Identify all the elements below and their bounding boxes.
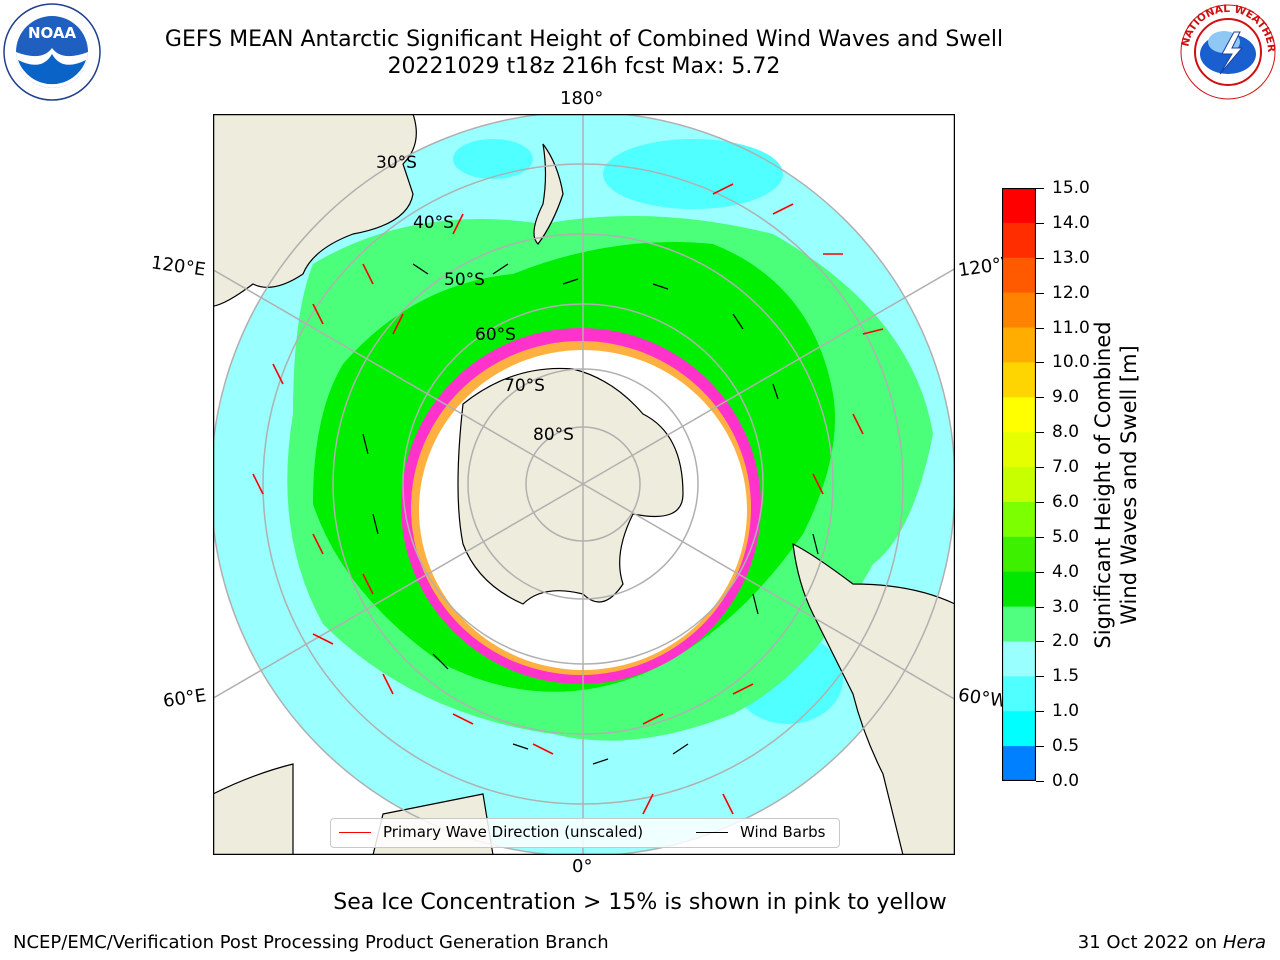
lon-label-180: 180° [560,88,604,109]
colorbar-cell [1002,571,1036,608]
colorbar-tick-label: 8.0 [1052,422,1080,443]
colorbar-label-line2: Wind Waves and Swell [m] [1117,345,1141,625]
lat-label-30s: 30°S [376,153,417,173]
colorbar-tick-mark [1036,222,1044,224]
colorbar-tick-mark [1036,676,1044,678]
colorbar-tick-mark [1036,571,1044,573]
colorbar-cell [1002,222,1036,259]
colorbar-cell [1002,397,1036,433]
colorbar-tick-mark [1036,711,1044,713]
colorbar-cell [1002,432,1036,468]
colorbar-tick-label: 0.0 [1052,771,1080,791]
map-border [213,114,955,855]
colorbar-cell [1002,676,1036,712]
nws-logo: NATIONAL WEATHER SERVICE [1176,2,1277,100]
colorbar-cell [1002,501,1036,538]
colorbar-cell [1002,467,1036,503]
colorbar-tick-mark [1036,362,1044,364]
colorbar-cell [1002,746,1036,781]
lon-label-120e: 120°E [149,252,207,281]
colorbar-tick-label: 6.0 [1052,491,1080,512]
colorbar-tick-label: 1.0 [1052,701,1080,722]
colorbar-label-line1: Significant Height of Combined [1091,321,1115,649]
antarctic-map [213,114,955,855]
footer-machine: Hera [1222,932,1266,953]
lon-label-0: 0° [572,856,593,877]
colorbar-tick-mark [1036,641,1044,643]
colorbar-tick-label: 11.0 [1052,317,1090,338]
legend-wave-label: Primary Wave Direction (unscaled) [383,823,644,841]
colorbar-tick-mark [1036,432,1044,434]
colorbar-cell [1002,257,1036,294]
colorbar-cell [1002,606,1036,642]
colorbar-tick-mark [1036,467,1044,469]
colorbar-tick-label: 4.0 [1052,561,1080,582]
colorbar-tick-mark [1036,781,1044,782]
footer-date-text: 31 Oct 2022 on [1077,932,1223,953]
colorbar-tick-mark [1036,397,1044,399]
wave-direction-arrows [252,183,884,815]
colorbar-tick-label: 14.0 [1052,212,1090,233]
longitude-gridlines [213,114,955,855]
noaa-logo-text: NOAA [28,24,77,42]
chart-subtitle-run-info: 20221029 t18z 216h fcst Max: 5.72 [387,54,781,79]
antarctica-landmass [457,367,684,605]
map-legend: Primary Wave Direction (unscaled) Wind B… [330,818,840,848]
chart-title: GEFS MEAN Antarctic Significant Height o… [164,27,1004,52]
colorbar-cell [1002,292,1036,329]
noaa-logo: NOAA [3,3,101,101]
colorbar-cell [1002,536,1036,573]
wind-barbs [362,263,819,765]
lat-label-40s: 40°S [413,213,454,233]
footer-date: 31 Oct 2022 on Hera [1078,932,1266,953]
lat-label-50s: 50°S [444,270,485,290]
colorbar-tick-label: 12.0 [1052,282,1090,303]
sea-ice-note: Sea Ice Concentration > 15% is shown in … [333,890,947,915]
colorbar-tick-label: 13.0 [1052,247,1090,268]
legend-barb-label: Wind Barbs [740,823,826,841]
colorbar-tick-mark [1036,257,1044,259]
colorbar-tick-mark [1036,606,1044,608]
colorbar-tick-mark [1036,536,1044,538]
madagascar-landmass [213,763,294,855]
legend-wave-swatch [339,832,371,833]
colorbar-cell [1002,362,1036,398]
colorbar-tick-label: 3.0 [1052,596,1080,617]
colorbar-cell [1002,188,1036,224]
colorbar-tick-mark [1036,292,1044,294]
ocean-patch-cyan [453,139,533,179]
colorbar-cell [1002,641,1036,677]
legend-barb-swatch [696,832,728,833]
lon-label-60e: 60°E [161,685,208,712]
colorbar-tick-label: 10.0 [1052,352,1090,373]
colorbar-cell [1002,711,1036,747]
colorbar-tick-label: 9.0 [1052,387,1080,408]
lat-label-70s: 70°S [504,376,545,396]
ocean-patch-cyan [603,139,783,209]
colorbar-tick-label: 2.0 [1052,631,1080,652]
lat-label-80s: 80°S [533,425,574,445]
colorbar-tick-label: 1.5 [1052,666,1080,687]
colorbar-tick-label: 0.5 [1052,736,1080,757]
footer-credit: NCEP/EMC/Verification Post Processing Pr… [13,932,609,953]
colorbar [1002,188,1036,781]
colorbar-tick-mark [1036,327,1044,329]
colorbar-tick-label: 7.0 [1052,457,1080,478]
new-zealand-landmass [533,143,564,245]
colorbar-tick-mark [1036,746,1044,748]
colorbar-tick-mark [1036,188,1044,189]
colorbar-cell [1002,327,1036,363]
colorbar-tick-label: 15.0 [1052,178,1090,198]
colorbar-tick-label: 5.0 [1052,526,1080,547]
lat-label-60s: 60°S [475,325,516,345]
south-america-landmass [792,542,955,855]
colorbar-tick-mark [1036,501,1044,503]
